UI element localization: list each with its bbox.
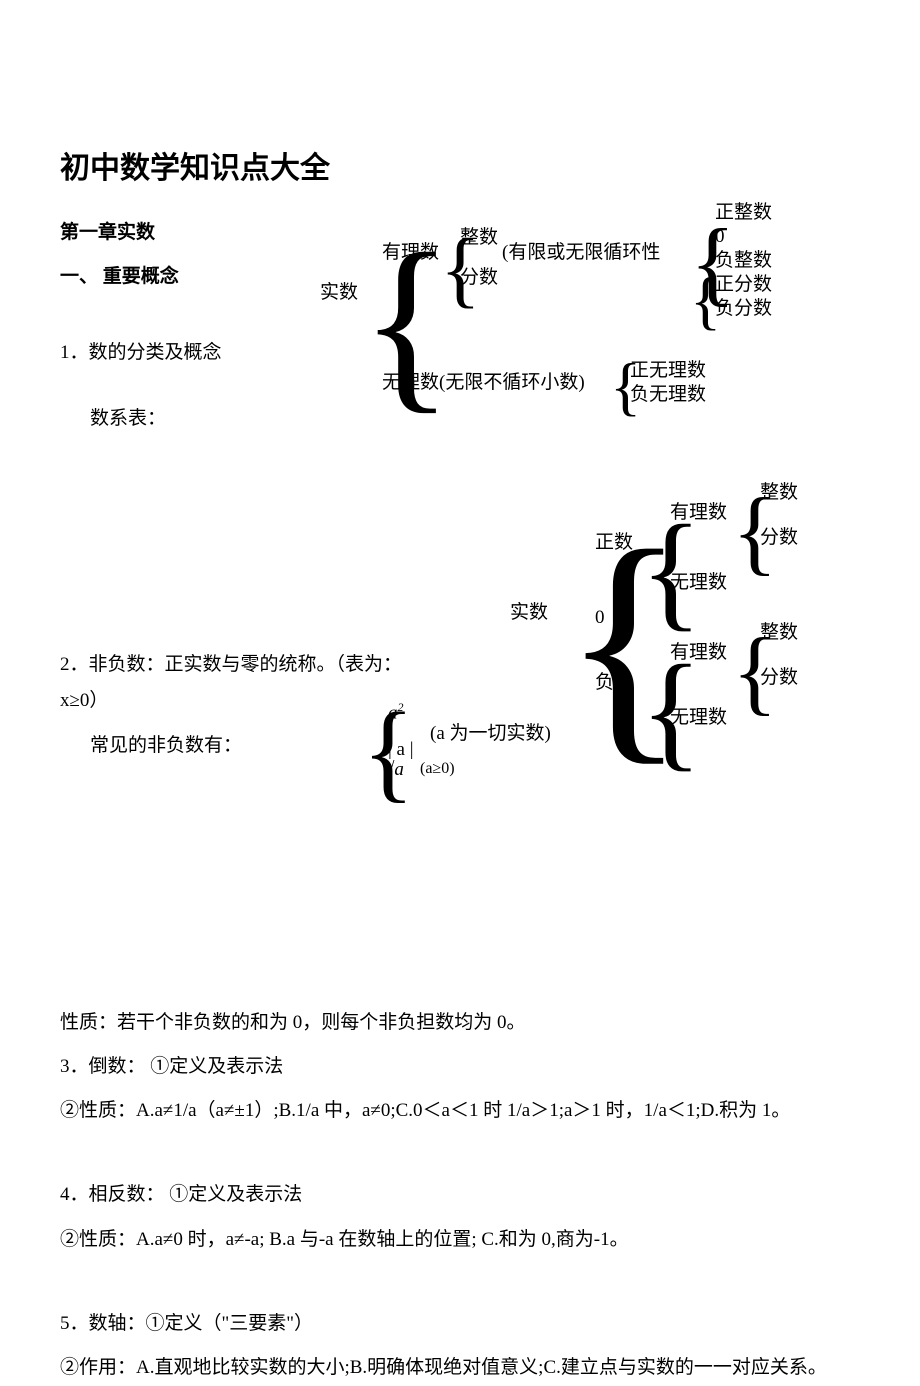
tree1-zero: 0 [715, 224, 725, 251]
tree2-pos-rational: 有理数 [670, 500, 727, 527]
tree1-integer: 整数 [460, 225, 498, 252]
item-4-sub: ②性质：A.a≠0 时，a≠-a; B.a 与-a 在数轴上的位置; C.和为 … [60, 1222, 860, 1258]
note-all-reals: (a 为一切实数) [430, 722, 551, 747]
item-4: 4．相反数： ①定义及表示法 [60, 1177, 860, 1213]
tree2-neg-irrational: 无理数 [670, 705, 727, 732]
tree2-negative: 负数 [595, 670, 633, 697]
tree1-fraction: 分数 [460, 265, 498, 292]
tree1-root: 实数 [320, 280, 358, 307]
tree2-zero: 0 [595, 605, 605, 632]
tree2-neg-rational: 有理数 [670, 640, 727, 667]
item-1-sub: 数系表： [60, 401, 860, 437]
tree2-pos-fraction: 分数 [760, 525, 798, 552]
tree1-note1: (有限或无限循环性 [502, 240, 660, 267]
tree2-positive: 正数 [595, 530, 633, 557]
tree1-rational: 有理数 [382, 240, 439, 267]
item-5-sub: ②作用：A.直观地比较实数的大小;B.明确体现绝对值意义;C.建立点与实数的一一… [60, 1350, 860, 1386]
tree1-neg-irr: 负无理数 [630, 382, 706, 409]
tree1-pos-irr: 正无理数 [630, 358, 706, 385]
tree2-pos-integer: 整数 [760, 480, 798, 507]
item-3-sub: ②性质：A.a≠1/a（a≠±1）;B.1/a 中，a≠0;C.0＜a＜1 时 … [60, 1093, 860, 1129]
item-2-property: 性质：若干个非负数的和为 0，则每个非负担数均为 0。 [60, 1005, 860, 1041]
sqrt-a: √a [384, 758, 404, 783]
item-1: 1．数的分类及概念 [60, 335, 860, 371]
tree1-pos-int: 正整数 [715, 200, 772, 227]
a-squared: a2 [388, 700, 404, 726]
tree2-root: 实数 [510, 600, 548, 627]
tree1-pos-frac: 正分数 [715, 272, 772, 299]
tree1-neg-int: 负整数 [715, 248, 772, 275]
tree1-irrational: 无理数(无限不循环小数) [382, 370, 585, 397]
page-title: 初中数学知识点大全 [60, 140, 860, 197]
tree2-neg-integer: 整数 [760, 620, 798, 647]
item-3: 3．倒数： ①定义及表示法 [60, 1049, 860, 1085]
note-a-ge-0: (a≥0) [420, 759, 455, 780]
tree1-neg-frac: 负分数 [715, 296, 772, 323]
item-5: 5．数轴：①定义（"三要素"） [60, 1306, 860, 1342]
tree2-neg-fraction: 分数 [760, 665, 798, 692]
tree2-pos-irrational: 无理数 [670, 570, 727, 597]
